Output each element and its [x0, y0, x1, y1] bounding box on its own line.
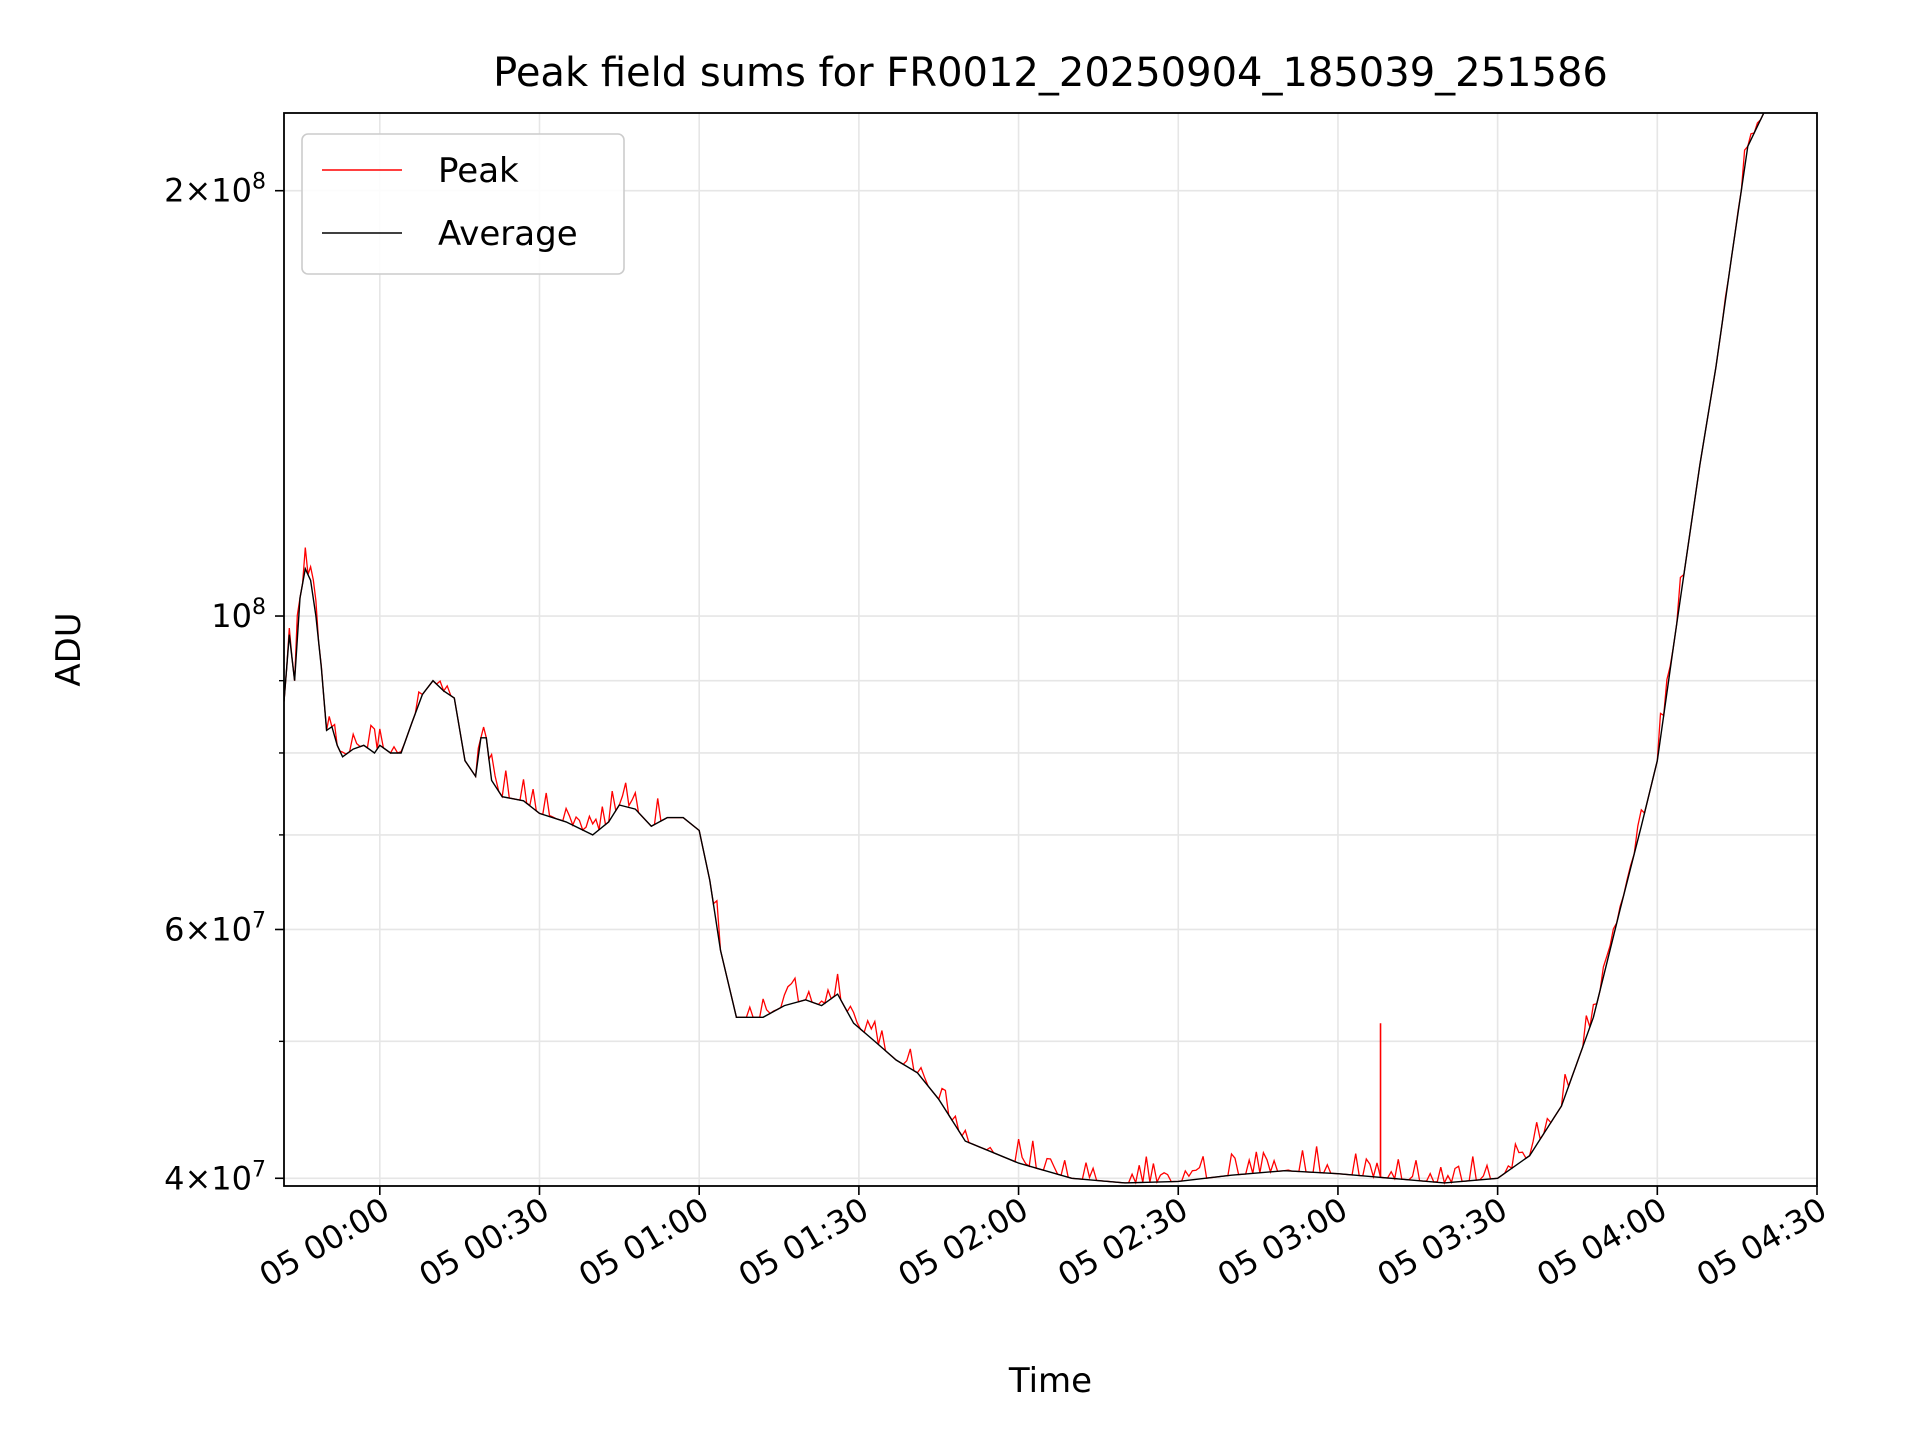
legend: Peak Average [301, 133, 625, 275]
y-tick-label: 6×107 [164, 908, 266, 948]
x-axis-label: Time [1008, 1361, 1092, 1401]
y-tick-label: 108 [211, 595, 266, 635]
y-tick-label: 4×107 [164, 1157, 266, 1197]
legend-label-peak: Peak [438, 151, 519, 191]
y-tick-label: 2×108 [164, 170, 266, 210]
legend-box [301, 133, 625, 275]
plot-area [284, 113, 1765, 1185]
y-axis-label: ADU [49, 612, 89, 686]
legend-label-average: Average [438, 214, 578, 254]
chart-title: Peak field sums for FR0012_20250904_1850… [493, 50, 1608, 96]
series-line-average [284, 113, 1765, 1184]
axes-frame [283, 112, 1818, 1187]
